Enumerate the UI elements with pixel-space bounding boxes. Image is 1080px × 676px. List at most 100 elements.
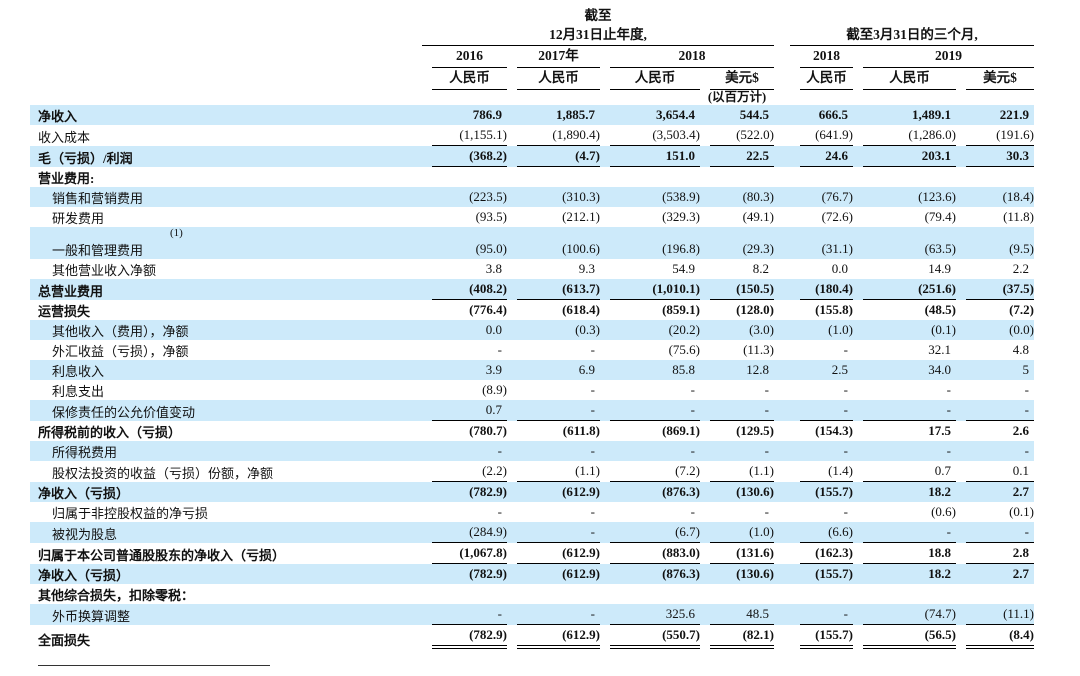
row-label: 归属于本公司普通股股东的净收入（亏损） bbox=[38, 548, 286, 563]
year-2016: 2016 bbox=[422, 46, 507, 68]
value-cell: (1,286.0) bbox=[853, 125, 956, 146]
table-row: 毛（亏损）/利润 (368.2) (4.7) 151.0 22.5 24.6 203.1 30… bbox=[30, 146, 1034, 167]
value-cell: - bbox=[507, 522, 600, 543]
value-cell bbox=[600, 167, 700, 187]
row-label: 营业费用: bbox=[38, 171, 95, 186]
column-gap bbox=[774, 360, 790, 380]
table-row: 营业费用: bbox=[30, 167, 1034, 187]
value-cell: (130.6) bbox=[736, 566, 774, 581]
value-cell: 2.2 bbox=[1012, 261, 1029, 276]
value-cell: (876.3) bbox=[662, 484, 700, 499]
value-cell: (1,155.1) bbox=[422, 125, 507, 146]
value-cell: 14.9 bbox=[928, 261, 951, 276]
value-cell: - bbox=[956, 522, 1034, 543]
value-cell: (8.4) bbox=[956, 625, 1034, 649]
value-cell: (408.2) bbox=[422, 279, 507, 300]
value-cell: (18.4) bbox=[1002, 189, 1034, 204]
currency-col-7: 美元$ bbox=[956, 68, 1034, 90]
column-gap bbox=[774, 441, 790, 461]
value-cell: 32.1 bbox=[928, 342, 951, 357]
value-cell: (1.4) bbox=[790, 461, 853, 482]
column-gap bbox=[774, 187, 790, 207]
value-cell: (782.9) bbox=[469, 484, 507, 499]
column-gap bbox=[774, 564, 790, 584]
value-cell: (1,067.8) bbox=[422, 543, 507, 564]
value-cell: (3,503.4) bbox=[600, 125, 700, 146]
value-cell: (612.9) bbox=[562, 484, 600, 499]
value-cell: - bbox=[764, 382, 769, 397]
value-cell: (129.5) bbox=[736, 423, 774, 438]
value-cell: - bbox=[790, 604, 853, 625]
value-cell: 0.7 bbox=[422, 400, 507, 421]
value-cell: 9.3 bbox=[578, 261, 595, 276]
value-cell: (93.5) bbox=[475, 209, 507, 224]
row-label: 股权法投资的收益（亏损）份额，净额 bbox=[52, 466, 274, 481]
table-row: 研发费用 (93.5) (212.1) (329.3) (49.1) (72.6) (79.… bbox=[30, 207, 1034, 227]
value-cell: (63.5) bbox=[924, 241, 956, 256]
value-cell: (612.9) bbox=[562, 566, 600, 581]
value-cell: (31.1) bbox=[821, 241, 853, 256]
value-cell: (20.2) bbox=[668, 322, 700, 337]
value-cell: (82.1) bbox=[700, 625, 774, 649]
row-label: 外汇收益（亏损），净额 bbox=[52, 344, 189, 359]
value-cell: (6.6) bbox=[790, 522, 853, 543]
column-gap bbox=[774, 167, 790, 187]
annual-caption-line2: 12月31日止年度, bbox=[549, 27, 647, 42]
value-cell: - bbox=[690, 382, 695, 397]
column-gap bbox=[774, 461, 790, 482]
value-cell: (100.6) bbox=[562, 241, 600, 256]
value-cell: (1,890.4) bbox=[507, 125, 600, 146]
row-label: 其他营业收入净额 bbox=[52, 263, 157, 278]
value-cell: (130.6) bbox=[736, 484, 774, 499]
value-cell: (29.3) bbox=[742, 241, 774, 256]
value-cell: 1,489.1 bbox=[912, 107, 951, 122]
value-cell: 151.0 bbox=[600, 146, 700, 167]
value-cell: 85.8 bbox=[672, 362, 695, 377]
value-cell: - bbox=[497, 443, 502, 458]
table-body: 净收入 786.9 1,885.7 3,654.4 544.5 666.5 1,489.1 2… bbox=[30, 105, 1034, 649]
value-cell: (251.6) bbox=[853, 279, 956, 300]
value-cell: (8.9) bbox=[482, 382, 507, 397]
value-cell: (155.7) bbox=[815, 566, 853, 581]
row-label: 销售和营销费用 bbox=[52, 191, 144, 206]
value-cell: - bbox=[590, 382, 595, 397]
table-row: 利息收入 3.9 6.9 85.8 12.8 2.5 34.0 5 bbox=[30, 360, 1034, 380]
value-cell: (522.0) bbox=[700, 125, 774, 146]
value-cell: (48.5) bbox=[924, 302, 956, 317]
value-cell: 54.9 bbox=[672, 261, 695, 276]
value-cell: 2.6 bbox=[1012, 423, 1029, 438]
column-gap bbox=[774, 380, 790, 400]
value-cell: (612.9) bbox=[507, 543, 600, 564]
value-cell: - bbox=[843, 342, 848, 357]
value-cell bbox=[700, 584, 774, 604]
value-cell: (212.1) bbox=[562, 209, 600, 224]
value-cell: - bbox=[843, 382, 848, 397]
table-row: 归属于本公司普通股股东的净收入（亏损） (1,067.8) (612.9) (883.… bbox=[30, 543, 1034, 564]
column-gap bbox=[774, 502, 790, 522]
value-cell: - bbox=[497, 342, 502, 357]
value-cell: (876.3) bbox=[662, 566, 700, 581]
column-gap bbox=[774, 340, 790, 360]
value-cell: 544.5 bbox=[739, 107, 769, 122]
value-cell: 12.8 bbox=[746, 362, 769, 377]
value-cell: (0.1) bbox=[1009, 504, 1034, 519]
column-gap bbox=[774, 320, 790, 340]
value-cell: (74.7) bbox=[853, 604, 956, 625]
value-cell: 0.0 bbox=[831, 261, 848, 276]
value-cell: (37.5) bbox=[956, 279, 1034, 300]
value-cell: - bbox=[590, 443, 595, 458]
value-cell: (1,010.1) bbox=[600, 279, 700, 300]
value-cell: (1.1) bbox=[507, 461, 600, 482]
column-gap bbox=[774, 300, 790, 320]
value-cell bbox=[853, 167, 956, 187]
table-row: 归属于非控股权益的净亏损 - - - - - (0.6) (0.1) bbox=[30, 502, 1034, 522]
table-row: 全面损失 (782.9) (612.9) (550.7) (82.1) (155.7) (5… bbox=[30, 625, 1034, 649]
value-cell: 0.1 bbox=[956, 461, 1034, 482]
table-row: 股权法投资的收益（亏损）份额，净额 (2.2) (1.1) (7.2) (1.1) (1.… bbox=[30, 461, 1034, 482]
row-label: 总营业费用 bbox=[38, 284, 104, 299]
value-cell: 1,885.7 bbox=[556, 107, 595, 122]
value-cell: (550.7) bbox=[600, 625, 700, 649]
year-2018-quarter: 2018 bbox=[790, 46, 853, 68]
column-gap bbox=[774, 400, 790, 421]
